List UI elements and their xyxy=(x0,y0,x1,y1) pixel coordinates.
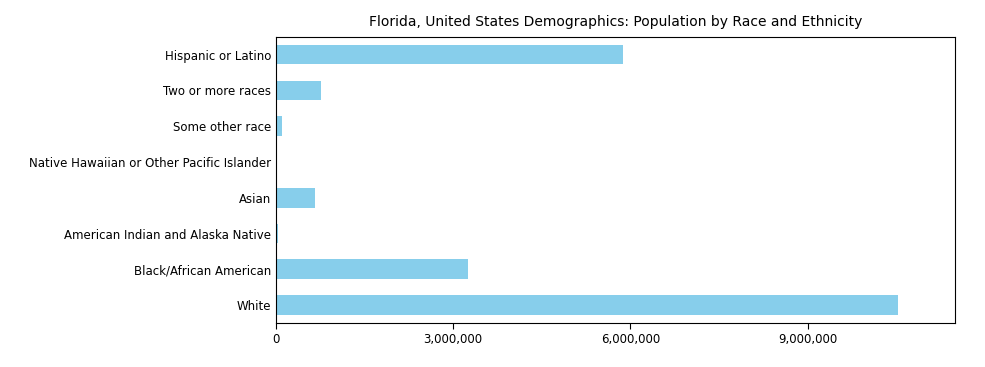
Bar xyxy=(276,80,321,100)
Bar xyxy=(276,259,469,279)
Bar xyxy=(276,116,282,136)
Bar xyxy=(276,45,623,65)
Title: Florida, United States Demographics: Population by Race and Ethnicity: Florida, United States Demographics: Pop… xyxy=(369,15,862,29)
Bar xyxy=(276,295,898,315)
Bar xyxy=(276,224,279,243)
Bar xyxy=(276,188,315,208)
Bar xyxy=(276,152,277,172)
